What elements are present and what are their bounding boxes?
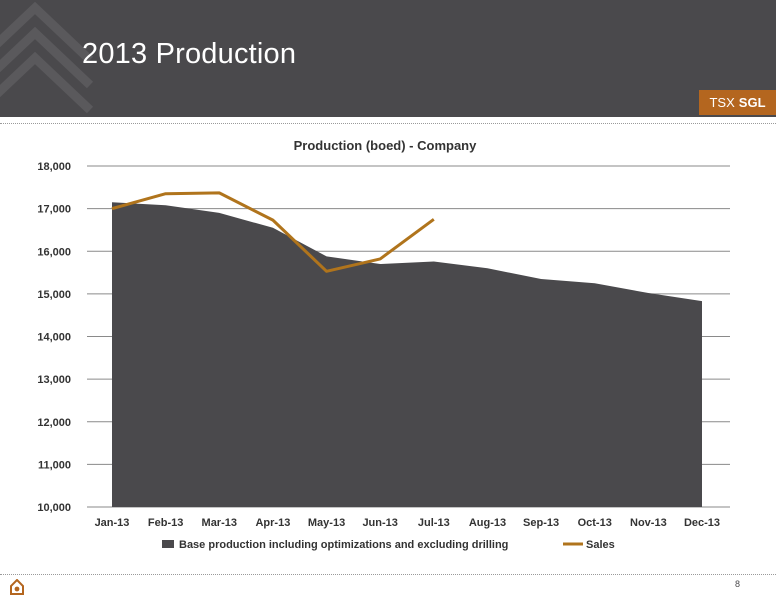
legend-label-base: Base production including optimizations … — [179, 539, 508, 551]
slide-header: 2013 Production TSX SGL — [0, 0, 776, 117]
company-logo-icon — [0, 1, 94, 114]
x-tick-label: Apr-13 — [255, 517, 290, 529]
x-tick-label: Nov-13 — [630, 517, 667, 529]
y-tick-label: 17,000 — [37, 204, 71, 216]
x-axis-ticks: Jan-13 Feb-13 Mar-13 Apr-13 May-13 Jun-13 Jul-… — [95, 517, 720, 529]
y-tick-label: 15,000 — [37, 289, 71, 301]
y-tick-label: 14,000 — [37, 332, 71, 344]
x-tick-label: May-13 — [308, 517, 345, 529]
x-tick-label: Feb-13 — [148, 517, 183, 529]
x-tick-label: Aug-13 — [469, 517, 506, 529]
x-tick-label: Dec-13 — [684, 517, 720, 529]
x-tick-label: Jul-13 — [418, 517, 450, 529]
y-tick-label: 11,000 — [38, 459, 71, 471]
footer-divider — [0, 574, 776, 575]
x-tick-label: Jan-13 — [95, 517, 130, 529]
line-series — [111, 191, 435, 273]
y-tick-label: 18,000 — [37, 161, 71, 173]
production-chart: Production (boed) - Company 10,000 11,000… — [37, 138, 730, 551]
ticker-badge: TSX SGL — [699, 90, 776, 115]
footer-logo-icon — [10, 579, 24, 595]
x-tick-label: Mar-13 — [202, 517, 237, 529]
header-divider — [0, 123, 776, 124]
ticker-exchange: TSX — [709, 95, 735, 110]
area-series — [112, 202, 702, 507]
chart-title: Production (boed) - Company — [294, 138, 477, 153]
y-tick-label: 10,000 — [37, 502, 71, 514]
base-production-area — [112, 202, 702, 507]
ticker-symbol: SGL — [738, 95, 766, 110]
y-tick-label: 16,000 — [37, 246, 71, 258]
legend: Base production including optimizations … — [162, 539, 615, 551]
legend-swatch-base — [162, 540, 174, 548]
y-tick-label: 12,000 — [37, 417, 71, 429]
y-tick-label: 13,000 — [37, 374, 71, 386]
page-title: 2013 Production — [82, 38, 297, 70]
x-tick-label: Jun-13 — [362, 517, 397, 529]
y-axis-ticks: 10,000 11,000 12,000 13,000 14,000 15,000 16,0… — [37, 161, 71, 514]
x-tick-label: Sep-13 — [523, 517, 559, 529]
page-number: 8 — [734, 579, 740, 589]
x-tick-label: Oct-13 — [578, 517, 612, 529]
legend-label-sales: Sales — [586, 539, 615, 551]
